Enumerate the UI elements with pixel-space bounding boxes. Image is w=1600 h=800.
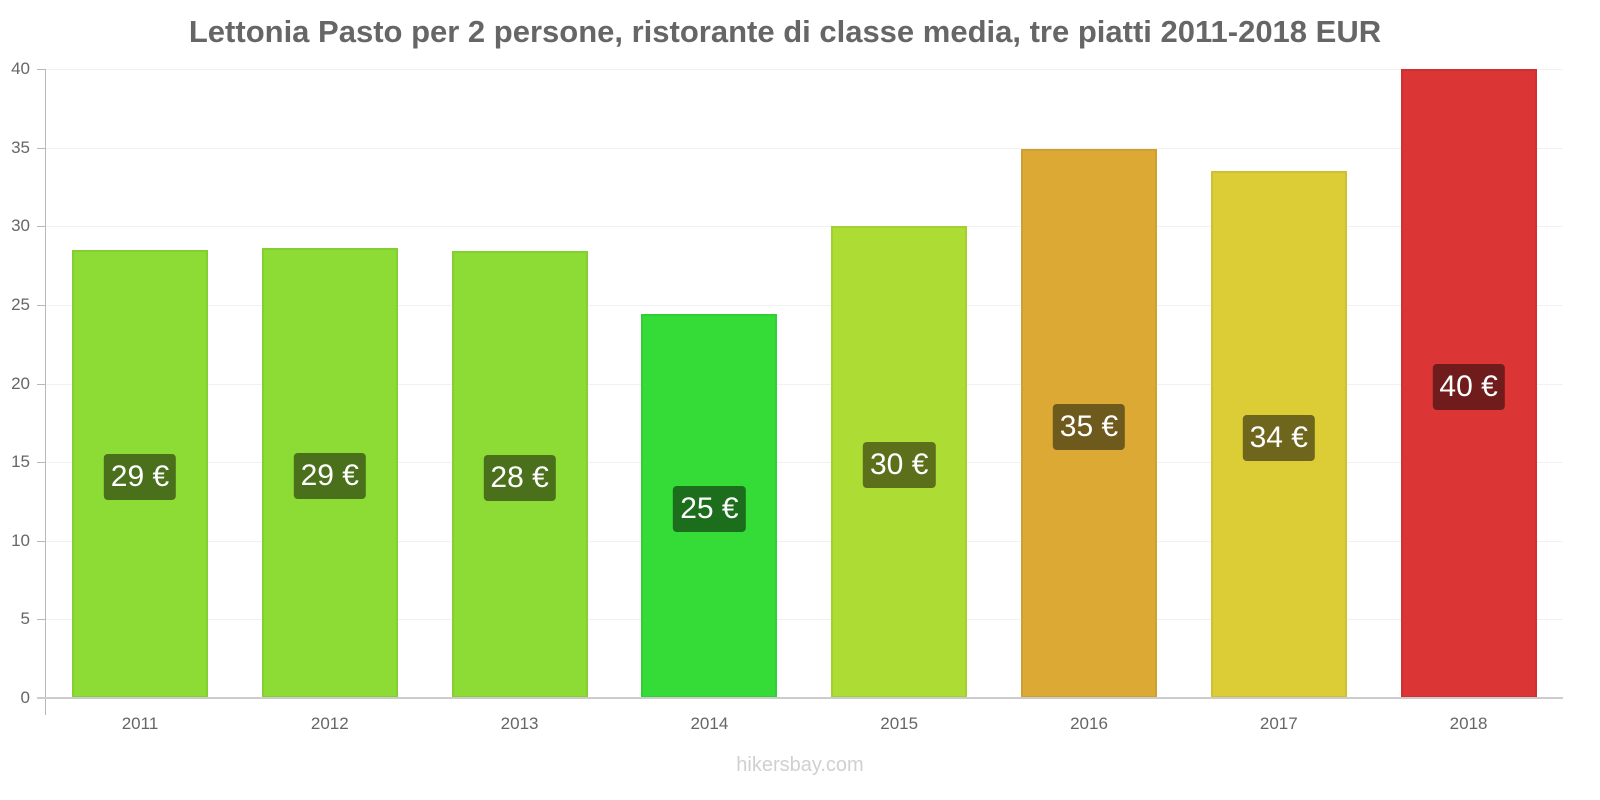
gridline — [46, 384, 1563, 385]
x-tick-label: 2015 — [880, 714, 919, 733]
x-tick-label: 2018 — [1449, 714, 1488, 733]
gridline — [46, 305, 1563, 306]
x-tick-label: 2012 — [310, 714, 349, 733]
y-tick-label: 10 — [11, 531, 30, 550]
data-label-2017: 34 € — [1242, 414, 1315, 461]
gridline — [46, 619, 1563, 620]
y-tick-label: 20 — [11, 374, 30, 393]
y-tick-mark — [37, 619, 45, 620]
data-label-2016: 35 € — [1052, 403, 1126, 450]
y-tick-label: 35 — [11, 138, 30, 157]
chart-title: Lettonia Pasto per 2 persone, ristorante… — [188, 14, 1382, 49]
y-tick-label: 30 — [11, 216, 30, 235]
data-label-2012: 29 € — [293, 453, 366, 500]
gridline — [46, 69, 1563, 70]
y-tick-label: 15 — [11, 452, 30, 471]
x-tick-label: 2013 — [500, 714, 539, 733]
x-tick-label: 2016 — [1070, 714, 1108, 733]
x-tick-label: 2017 — [1259, 714, 1298, 733]
y-tick-label: 5 — [20, 609, 30, 628]
x-tick-label: 2011 — [121, 714, 159, 733]
watermark: hikersbay.com — [736, 754, 864, 776]
data-label-2018: 40 € — [1432, 363, 1505, 410]
y-tick-mark — [37, 462, 45, 463]
y-tick-mark — [37, 69, 45, 70]
gridline — [46, 541, 1563, 542]
y-tick-label: 0 — [20, 688, 30, 707]
gridline — [46, 226, 1563, 227]
y-tick-label: 25 — [11, 295, 30, 314]
gridline — [46, 462, 1563, 463]
data-label-2015: 30 € — [862, 442, 936, 489]
x-tick-label: 2014 — [690, 714, 729, 733]
gridline — [46, 148, 1563, 149]
y-tick-label: 40 — [11, 59, 30, 78]
y-tick-mark — [37, 148, 45, 149]
y-tick-mark — [37, 226, 45, 227]
y-tick-mark — [37, 305, 45, 306]
data-label-2013: 28 € — [483, 454, 556, 501]
data-label-2014: 25 € — [673, 486, 746, 533]
x-axis-line — [37, 697, 1563, 699]
y-tick-mark — [37, 541, 45, 542]
y-tick-mark — [37, 384, 45, 385]
y-axis-line — [45, 69, 46, 715]
data-label-2011: 29 € — [103, 453, 177, 500]
